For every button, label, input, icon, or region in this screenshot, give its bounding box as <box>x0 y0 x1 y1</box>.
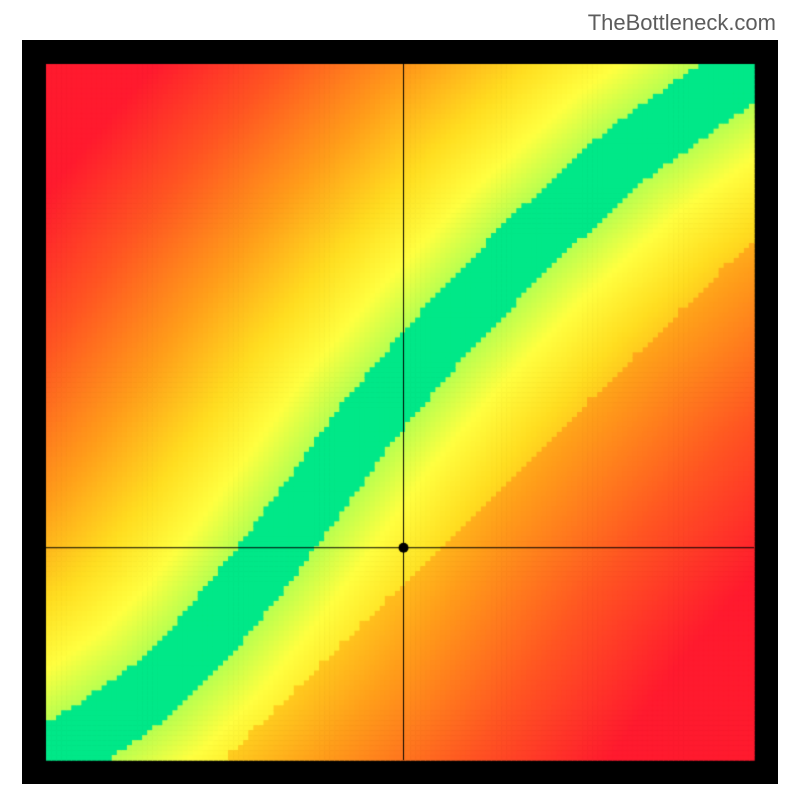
heatmap-chart <box>22 40 778 784</box>
page-title: TheBottleneck.com <box>588 10 776 36</box>
heatmap-canvas <box>22 40 778 784</box>
